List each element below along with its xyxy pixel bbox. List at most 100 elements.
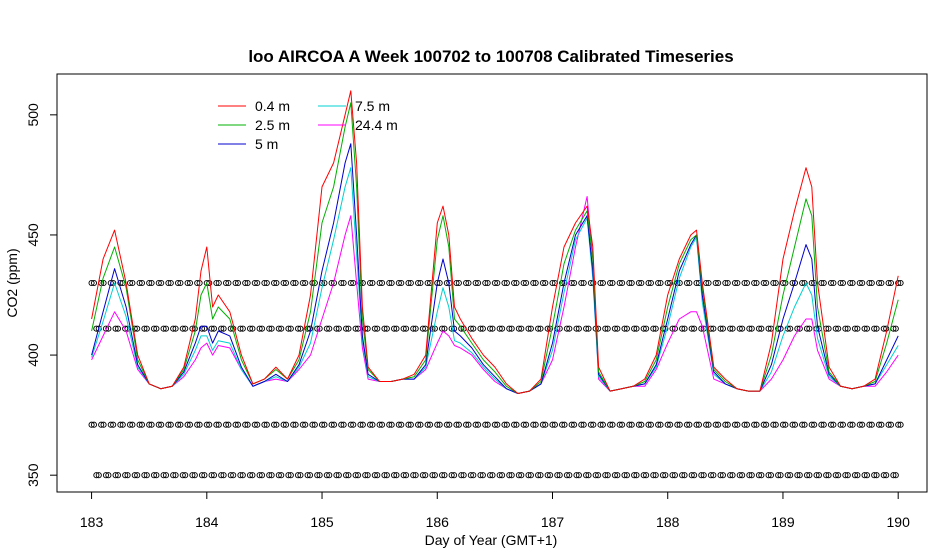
sample-marker xyxy=(443,279,450,287)
chart-title: loo AIRCOA A Week 100702 to 100708 Calib… xyxy=(248,47,733,66)
sample-marker xyxy=(391,472,398,479)
sample-marker xyxy=(621,472,628,479)
sample-marker xyxy=(815,472,823,479)
sample-marker xyxy=(225,279,232,287)
sample-marker xyxy=(607,279,614,287)
sample-marker xyxy=(374,472,381,479)
sample-marker xyxy=(499,325,506,332)
sample-marker xyxy=(134,472,141,479)
sample-marker xyxy=(844,325,851,332)
sample-marker xyxy=(100,279,107,287)
sample-marker xyxy=(484,279,491,287)
sample-marker xyxy=(496,325,503,332)
sample-marker xyxy=(93,472,100,479)
sample-marker xyxy=(227,472,234,479)
sample-marker xyxy=(748,325,755,332)
sample-marker xyxy=(184,421,191,428)
sample-marker xyxy=(770,279,777,287)
sample-marker xyxy=(146,279,153,287)
sample-marker xyxy=(652,325,659,332)
sample-marker xyxy=(304,325,311,332)
sample-marker xyxy=(885,421,892,428)
sample-marker xyxy=(695,421,702,428)
sample-marker xyxy=(751,279,758,287)
x-tick-label: 189 xyxy=(771,514,795,530)
sample-marker xyxy=(638,421,645,428)
sample-marker xyxy=(592,472,599,479)
sample-marker xyxy=(102,472,110,479)
sample-marker xyxy=(544,325,551,332)
sample-marker xyxy=(338,421,345,428)
sample-marker xyxy=(230,472,237,479)
sample-marker xyxy=(827,279,835,287)
sample-marker xyxy=(369,421,376,428)
sample-marker xyxy=(124,472,131,479)
sample-marker xyxy=(225,421,232,428)
sample-marker xyxy=(638,279,645,287)
x-tick-label: 187 xyxy=(541,514,565,530)
sample-marker xyxy=(825,325,832,332)
sample-marker xyxy=(388,421,395,428)
sample-marker xyxy=(525,325,532,332)
sample-marker xyxy=(88,279,95,287)
sample-marker xyxy=(316,472,323,479)
sample-marker xyxy=(875,279,883,287)
sample-marker xyxy=(280,421,287,428)
sample-marker xyxy=(126,279,134,287)
x-tick-label: 188 xyxy=(656,514,680,530)
sample-marker xyxy=(515,472,522,479)
sample-marker xyxy=(150,472,158,479)
sample-marker xyxy=(345,325,352,332)
sample-marker xyxy=(237,472,244,479)
sample-marker xyxy=(487,325,494,332)
sample-marker xyxy=(527,325,534,332)
sample-marker xyxy=(614,472,621,479)
sample-marker xyxy=(489,472,496,479)
sample-marker xyxy=(491,279,498,287)
sample-marker xyxy=(856,421,863,428)
sample-marker xyxy=(359,421,366,428)
sample-marker xyxy=(393,472,400,479)
sample-marker xyxy=(650,472,657,479)
sample-marker xyxy=(789,421,796,428)
sample-marker xyxy=(563,325,570,332)
sample-marker xyxy=(179,325,186,332)
sample-marker xyxy=(249,325,256,332)
sample-marker xyxy=(508,472,515,479)
sample-marker xyxy=(808,421,815,428)
sample-marker xyxy=(609,279,616,287)
sample-marker xyxy=(391,325,398,332)
sample-marker xyxy=(215,279,222,287)
sample-marker xyxy=(285,325,292,332)
sample-marker xyxy=(311,421,318,428)
sample-marker xyxy=(335,325,342,332)
sample-marker xyxy=(676,421,683,428)
sample-marker xyxy=(863,325,871,332)
sample-marker xyxy=(647,421,654,428)
sample-marker xyxy=(484,421,491,428)
sample-marker xyxy=(782,421,789,428)
sample-marker xyxy=(503,279,510,287)
sample-marker xyxy=(182,325,189,332)
sample-marker xyxy=(482,279,489,287)
sample-marker xyxy=(830,421,837,428)
sample-marker xyxy=(698,325,705,332)
sample-marker xyxy=(90,421,98,428)
sample-marker xyxy=(439,325,446,332)
sample-marker xyxy=(415,421,422,428)
sample-marker xyxy=(532,421,539,428)
sample-marker xyxy=(868,279,875,287)
sample-marker xyxy=(520,279,527,287)
sample-marker xyxy=(148,279,155,287)
sample-marker xyxy=(532,279,539,287)
sample-marker xyxy=(270,279,278,287)
sample-marker xyxy=(847,279,854,287)
sample-marker xyxy=(407,279,414,287)
sample-marker xyxy=(703,279,710,287)
sample-marker xyxy=(371,325,378,332)
sample-marker xyxy=(453,279,460,287)
sample-marker xyxy=(350,279,357,287)
sample-marker xyxy=(640,325,647,332)
sample-marker xyxy=(494,421,501,428)
sample-marker xyxy=(158,421,165,428)
